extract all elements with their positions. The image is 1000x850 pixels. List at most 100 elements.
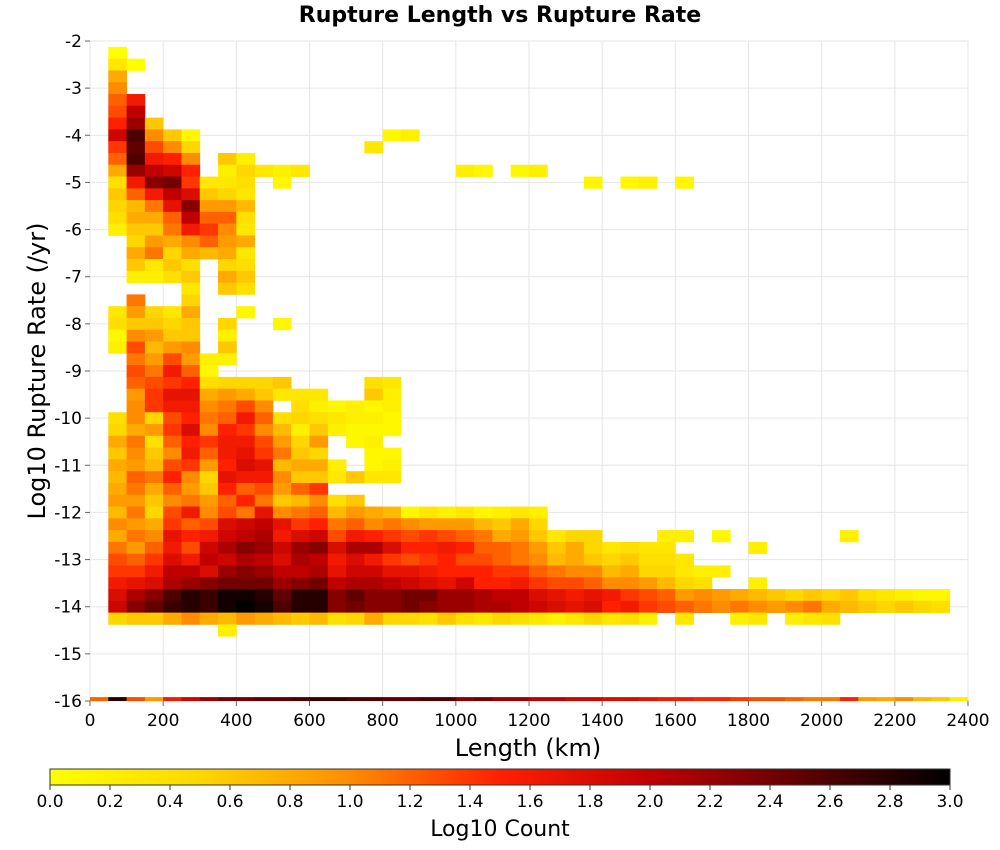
heatmap-cell [583, 176, 603, 189]
heatmap-cell [126, 388, 146, 401]
heatmap-cell [181, 164, 201, 177]
heatmap-cell [291, 530, 310, 543]
heatmap-cell [218, 353, 237, 366]
heatmap-cell [218, 482, 237, 496]
heatmap-cell [218, 259, 237, 272]
heatmap-cell-floor [839, 697, 859, 701]
heatmap-cell-floor [382, 697, 402, 701]
heatmap-cell [346, 565, 365, 578]
heatmap-cell-floor [419, 697, 438, 701]
heatmap-cell [711, 589, 731, 602]
heatmap-cell [272, 541, 292, 555]
heatmap-cell [272, 176, 292, 189]
heatmap-cell [199, 600, 219, 614]
heatmap-cell [181, 306, 201, 319]
heatmap-cell [218, 317, 237, 331]
colorbar-ticks: 0.0 0.2 0.4 0.6 0.8 1.0 1.2 1.4 1.6 1.8 2.0 2.2 2.4 2… [36, 785, 964, 812]
heatmap-cell [455, 541, 475, 555]
heatmap-cell [675, 612, 695, 625]
colorbar-tick-label: 1.2 [396, 792, 423, 812]
heatmap-cell-floor [346, 697, 365, 701]
heatmap-cell-floor [144, 697, 164, 701]
heatmap-cell [144, 247, 164, 260]
heatmap-cell-floor [785, 697, 804, 701]
heatmap-cell [218, 235, 237, 248]
heatmap-cell [492, 612, 512, 625]
heatmap-cell [400, 577, 420, 590]
heatmap-cell [236, 518, 256, 531]
heatmap-cell-floor [657, 697, 676, 701]
heatmap-cell [144, 447, 164, 460]
heatmap-cell [730, 600, 749, 614]
heatmap-cell [455, 518, 475, 531]
heatmap-cell [346, 506, 365, 519]
heatmap-cell [272, 412, 292, 425]
heatmap-cell [419, 612, 438, 625]
heatmap-cell [218, 164, 237, 177]
colorbar-tick-label: 1.0 [336, 792, 363, 812]
heatmap-cell [181, 612, 201, 625]
heatmap-cell [272, 612, 292, 625]
heatmap-cell [254, 482, 274, 496]
heatmap-cell [583, 612, 603, 625]
x-tick-label: 1200 [507, 711, 550, 731]
heatmap-cell [254, 506, 274, 519]
heatmap-cell [620, 553, 640, 566]
heatmap-cell [309, 612, 329, 625]
heatmap-cell [236, 412, 256, 425]
heatmap-cells [90, 46, 969, 701]
heatmap-cell [785, 612, 804, 625]
heatmap-cell [218, 376, 237, 390]
heatmap-cell [181, 329, 201, 342]
heatmap-cell [638, 600, 658, 614]
heatmap-cell [144, 176, 164, 189]
heatmap-cell [419, 553, 438, 566]
x-axis-ticks: 0 200 400 600 800 1000 1200 1400 1600 1800 2000 220… [85, 701, 990, 731]
heatmap-cell [382, 400, 402, 413]
heatmap-cell [583, 589, 603, 602]
heatmap-cell [126, 117, 146, 130]
heatmap-cell [931, 589, 951, 602]
heatmap-cell [510, 530, 530, 543]
heatmap-cell [364, 553, 384, 566]
heatmap-cell-floor [272, 697, 292, 701]
heatmap-cell [218, 388, 237, 401]
x-tick-label: 1400 [581, 711, 624, 731]
heatmap-cell [529, 541, 548, 555]
heatmap-cell [108, 435, 127, 449]
heatmap-cell [547, 600, 566, 614]
heatmap-cell [364, 612, 384, 625]
heatmap-cell [108, 117, 127, 130]
heatmap-cell [327, 424, 347, 437]
heatmap-cell [327, 577, 347, 590]
heatmap-cell-floor [181, 697, 201, 701]
heatmap-cell [510, 600, 530, 614]
heatmap-cell [218, 565, 237, 578]
heatmap-cell [510, 612, 530, 625]
heatmap-cell [144, 117, 164, 130]
heatmap-cell [382, 412, 402, 425]
heatmap-cell [126, 589, 146, 602]
heatmap-cell [254, 388, 274, 401]
heatmap-cell [144, 129, 164, 142]
heatmap-cell [437, 541, 457, 555]
heatmap-cell [108, 94, 127, 107]
heatmap-cell [364, 388, 384, 401]
heatmap-cell [163, 565, 182, 578]
heatmap-cell [181, 129, 201, 142]
heatmap-cell [236, 553, 256, 566]
heatmap-cell [455, 612, 475, 625]
heatmap-cell [492, 530, 512, 543]
heatmap-cell [839, 600, 859, 614]
heatmap-cell [675, 577, 695, 590]
heatmap-cell [291, 400, 310, 413]
heatmap-cell [382, 506, 402, 519]
heatmap-cell [236, 541, 256, 555]
heatmap-cell [163, 589, 182, 602]
heatmap-cell [144, 471, 164, 484]
x-tick-label: 200 [147, 711, 179, 731]
heatmap-cell [108, 58, 127, 71]
heatmap-cell [364, 589, 384, 602]
heatmap-cell [199, 365, 219, 378]
heatmap-cell [309, 565, 329, 578]
